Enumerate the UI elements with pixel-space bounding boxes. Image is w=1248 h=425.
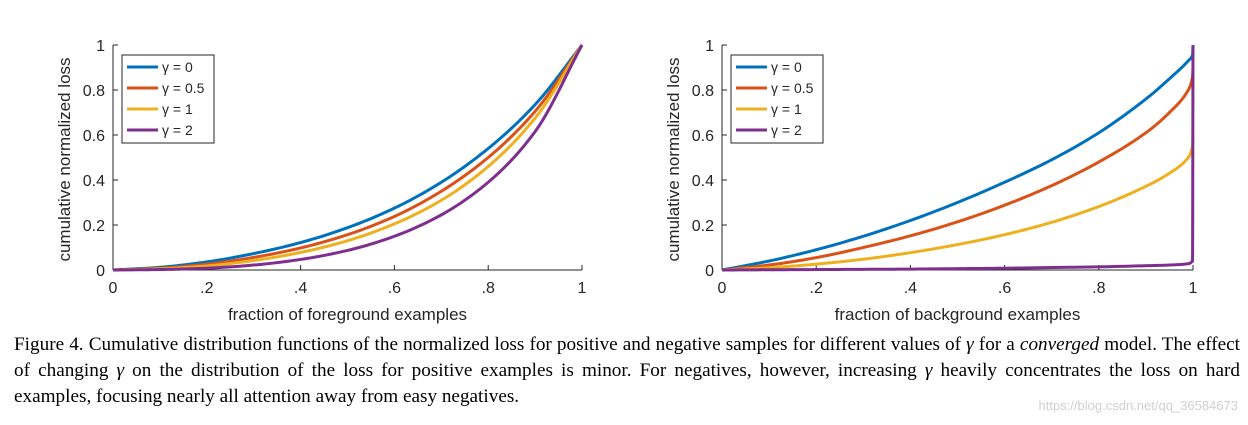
- x-tick-label: .2: [810, 280, 823, 297]
- x-tick-label: .4: [294, 280, 307, 297]
- series-line-gamma-0.5: [721, 66, 1195, 272]
- figure-caption: Figure 4. Cumulative distribution functi…: [14, 332, 1240, 410]
- y-tick-label: 0.2: [692, 218, 714, 235]
- caption-gamma-symbol: γ: [966, 334, 974, 355]
- series-line-gamma-1: [112, 44, 584, 272]
- caption-converged-word: converged: [1019, 334, 1100, 355]
- watermark-url: https://blog.csdn.net/qq_36584673: [1038, 398, 1239, 413]
- x-tick-label: 1: [578, 280, 587, 297]
- series-line-gamma-0: [721, 44, 1195, 272]
- y-tick-label: 0.8: [692, 83, 714, 100]
- x-tick-label: .8: [1092, 280, 1105, 297]
- caption-gamma-symbol: γ: [924, 360, 933, 381]
- y-tick-label: 1: [705, 38, 714, 55]
- x-tick-label: .6: [388, 280, 401, 297]
- legend-label-gamma-0: γ = 0: [162, 59, 193, 75]
- caption-text-part4: on the distribution of the loss for posi…: [124, 360, 925, 381]
- caption-gamma-symbol: γ: [116, 360, 125, 381]
- y-tick-label: 0.4: [83, 173, 105, 190]
- x-tick-label: .4: [904, 280, 917, 297]
- y-tick-label: 0.8: [83, 83, 105, 100]
- series-line-gamma-1: [721, 134, 1195, 272]
- legend-box: [730, 54, 824, 144]
- x-axis-label: fraction of foreground examples: [228, 305, 467, 324]
- caption-text-part2: for a: [973, 334, 1020, 355]
- y-tick-label: 0.4: [692, 173, 714, 190]
- legend-label-gamma-0.5: γ = 0.5: [162, 80, 205, 96]
- x-tick-label: 0: [109, 280, 118, 297]
- series-line-gamma-2: [112, 44, 584, 272]
- y-tick-label: 1: [96, 38, 105, 55]
- y-tick-label: 0.6: [83, 128, 105, 145]
- x-tick-label: .2: [200, 280, 213, 297]
- caption-text-part3: model. The effect of changing: [14, 334, 1240, 381]
- legend-label-gamma-2: γ = 2: [771, 122, 802, 138]
- series-line-gamma-0: [112, 44, 584, 272]
- x-tick-label: .8: [482, 280, 495, 297]
- caption-text-part5: heavily concentrates the loss on hard ex…: [14, 360, 1240, 407]
- y-axis-label: cumulative normalized loss: [55, 57, 74, 261]
- y-axis-label: cumulative normalized loss: [664, 57, 683, 261]
- series-line-gamma-2: [721, 44, 1195, 272]
- caption-text-part1: Cumulative distribution functions of the…: [83, 334, 967, 355]
- y-tick-label: 0.2: [83, 218, 105, 235]
- x-tick-label: .6: [998, 280, 1011, 297]
- x-tick-label: 0: [718, 280, 727, 297]
- x-tick-label: 1: [1189, 280, 1198, 297]
- legend-label-gamma-1: γ = 1: [771, 101, 802, 117]
- legend-label-gamma-0: γ = 0: [771, 59, 802, 75]
- legend-label-gamma-2: γ = 2: [162, 122, 193, 138]
- legend-box: [121, 54, 215, 144]
- legend-label-gamma-0.5: γ = 0.5: [771, 80, 814, 96]
- caption-figure-label: Figure 4.: [14, 334, 84, 355]
- y-tick-label: 0: [705, 263, 714, 280]
- legend-label-gamma-1: γ = 1: [162, 101, 193, 117]
- x-axis-label: fraction of background examples: [835, 305, 1081, 324]
- y-tick-label: 0: [96, 263, 105, 280]
- y-tick-label: 0.6: [692, 128, 714, 145]
